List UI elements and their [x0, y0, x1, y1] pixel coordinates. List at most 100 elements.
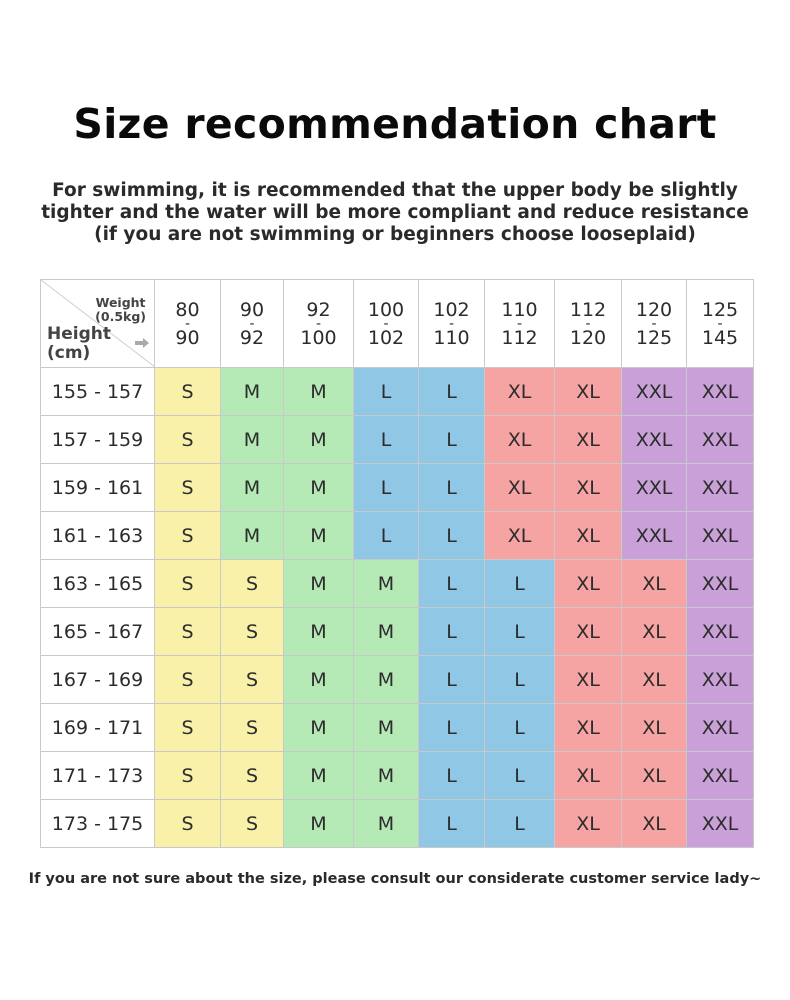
size-cell: XXL — [621, 415, 687, 464]
weight-range-start: 110 — [501, 298, 538, 321]
size-cell: M — [283, 415, 354, 464]
height-range-cell: 155 - 157 — [40, 367, 155, 416]
size-cell: XL — [554, 559, 622, 608]
size-cell: M — [353, 607, 419, 656]
size-cell: L — [484, 607, 555, 656]
weight-range-start: 125 — [701, 298, 739, 321]
table-row: 161 - 163 S M M L L XL XL XXL XXL — [40, 511, 754, 560]
weight-range-start: 100 — [367, 298, 405, 321]
size-cell: M — [283, 463, 354, 512]
size-cell: S — [154, 703, 221, 752]
size-cell: S — [154, 367, 221, 416]
weight-range-start: 80 — [175, 298, 200, 321]
size-cell: XL — [484, 463, 555, 512]
size-cell: XL — [554, 607, 622, 656]
size-cell: XL — [554, 367, 622, 416]
size-cell: XXL — [686, 463, 754, 512]
page-title: Size recommendation chart — [73, 100, 717, 148]
weight-column-header: 125-145 — [686, 279, 754, 368]
table-row: 159 - 161 S M M L L XL XL XXL XXL — [40, 463, 754, 512]
size-cell: XXL — [621, 367, 687, 416]
height-range-cell: 157 - 159 — [40, 415, 155, 464]
range-separator: - — [651, 315, 657, 332]
weight-column-header: 100-102 — [353, 279, 419, 368]
size-cell: XXL — [686, 751, 754, 800]
size-cell: XXL — [686, 367, 754, 416]
height-range-cell: 167 - 169 — [40, 655, 155, 704]
size-cell: L — [484, 703, 555, 752]
size-cell: XL — [621, 559, 687, 608]
size-cell: S — [220, 799, 284, 848]
size-cell: M — [283, 607, 354, 656]
size-cell: XL — [554, 751, 622, 800]
size-cell: L — [418, 607, 485, 656]
size-cell: XXL — [621, 463, 687, 512]
size-chart-table: Weight (0.5kg) Height (cm) 80-90 90-92 92-… — [40, 279, 754, 848]
size-cell: XXL — [686, 511, 754, 560]
size-cell: XL — [554, 703, 622, 752]
range-separator: - — [249, 315, 255, 332]
size-cell: M — [220, 463, 284, 512]
table-row: 165 - 167 S S M M L L XL XL XXL — [40, 607, 754, 656]
weight-range-start: 102 — [433, 298, 470, 321]
corner-header-cell: Weight (0.5kg) Height (cm) — [40, 279, 155, 368]
size-cell: M — [283, 559, 354, 608]
weight-range-end: 92 — [239, 326, 265, 349]
size-cell: XL — [554, 655, 622, 704]
weight-range-start: 120 — [635, 298, 673, 321]
range-separator: - — [516, 315, 523, 332]
size-cell: XL — [621, 703, 687, 752]
weight-column-header: 102-110 — [418, 279, 485, 368]
weight-range-end: 110 — [433, 326, 470, 349]
diagonal-divider — [41, 280, 154, 367]
footer-note: If you are not sure about the size, plea… — [28, 871, 762, 887]
weight-column-header: 112-120 — [554, 279, 622, 368]
range-separator: - — [315, 315, 322, 332]
size-cell: S — [220, 703, 284, 752]
range-separator: - — [448, 315, 455, 332]
size-cell: XL — [484, 415, 555, 464]
size-cell: XL — [554, 415, 622, 464]
size-cell: XL — [484, 367, 555, 416]
size-cell: XL — [554, 511, 622, 560]
size-cell: S — [154, 799, 221, 848]
weight-range-end: 112 — [501, 326, 538, 349]
height-axis-label: Height (cm) — [47, 325, 111, 363]
height-range-cell: 165 - 167 — [40, 607, 155, 656]
range-separator: - — [383, 315, 389, 332]
size-cell: S — [220, 655, 284, 704]
weight-axis-label: Weight (0.5kg) — [95, 296, 146, 324]
table-row: 167 - 169 S S M M L L XL XL XXL — [40, 655, 754, 704]
size-cell: L — [418, 703, 485, 752]
size-cell: S — [154, 655, 221, 704]
height-range-cell: 161 - 163 — [40, 511, 155, 560]
size-cell: L — [418, 415, 485, 464]
range-separator: - — [184, 315, 191, 332]
weight-label: Weight — [95, 295, 146, 310]
height-range-cell: 159 - 161 — [40, 463, 155, 512]
size-cell: M — [220, 511, 284, 560]
size-cell: L — [484, 559, 555, 608]
size-cell: M — [283, 367, 354, 416]
chart-subtitle: For swimming, it is recommended that the… — [41, 180, 749, 245]
size-cell: XL — [621, 751, 687, 800]
size-cell: L — [418, 559, 485, 608]
size-cell: L — [353, 415, 419, 464]
size-cell: M — [220, 415, 284, 464]
size-cell: XL — [484, 511, 555, 560]
size-cell: M — [353, 799, 419, 848]
weight-unit: (0.5kg) — [95, 309, 146, 324]
size-cell: S — [220, 559, 284, 608]
table-row: 163 - 165 S S M M L L XL XL XXL — [40, 559, 754, 608]
size-cell: XXL — [686, 559, 754, 608]
height-range-cell: 171 - 173 — [40, 751, 155, 800]
height-unit: (cm) — [47, 343, 91, 363]
height-range-cell: 169 - 171 — [40, 703, 155, 752]
size-cell: L — [418, 463, 485, 512]
height-range-cell: 163 - 165 — [40, 559, 155, 608]
size-cell: XXL — [621, 511, 687, 560]
size-cell: S — [154, 415, 221, 464]
size-cell: L — [418, 511, 485, 560]
size-cell: M — [283, 511, 354, 560]
table-row: 169 - 171 S S M M L L XL XL XXL — [40, 703, 754, 752]
